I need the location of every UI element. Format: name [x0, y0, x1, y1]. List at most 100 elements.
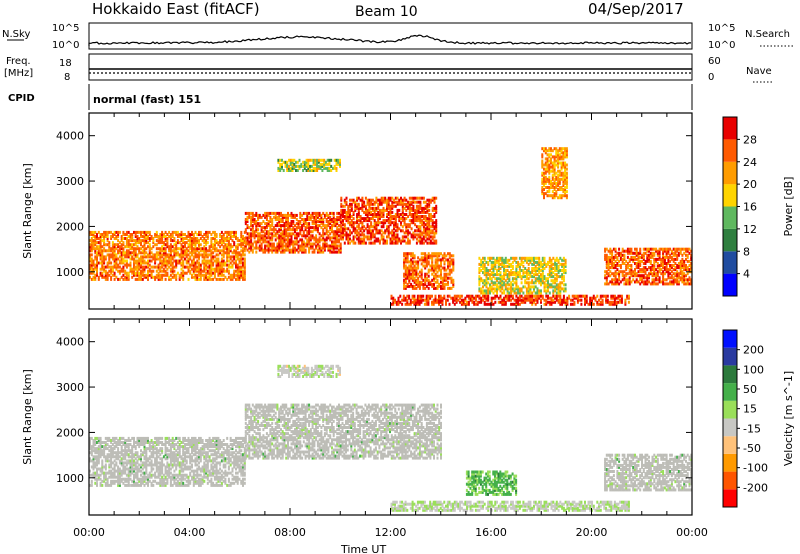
- heatmap-cell: [240, 243, 243, 247]
- heatmap-cell: [276, 211, 279, 215]
- heatmap-cell: [438, 264, 441, 268]
- heatmap-cell: [497, 285, 500, 289]
- heatmap-cell: [349, 229, 351, 233]
- heatmap-cell: [331, 211, 333, 215]
- heatmap-cell: [628, 257, 631, 261]
- heatmap-cell: [506, 275, 509, 279]
- heatmap-cell: [550, 298, 553, 302]
- heatmap-cell: [143, 247, 146, 251]
- heatmap-cell: [424, 233, 427, 237]
- heatmap-cell: [578, 294, 581, 298]
- heatmap-cell: [608, 300, 611, 304]
- heatmap-cell: [676, 257, 679, 261]
- heatmap-cell: [625, 249, 628, 253]
- heatmap-cell: [182, 247, 185, 251]
- heatmap-cell: [336, 228, 339, 232]
- heatmap-cell: [368, 217, 371, 221]
- heatmap-cell: [175, 265, 178, 269]
- heatmap-cell: [630, 280, 633, 284]
- heatmap-cell: [283, 230, 286, 234]
- heatmap-cell: [612, 302, 615, 306]
- heatmap-cell: [255, 242, 258, 246]
- heatmap-cell: [164, 259, 167, 263]
- heatmap-cell: [548, 271, 551, 275]
- heatmap-cell: [562, 289, 565, 293]
- heatmap-cell: [168, 247, 171, 251]
- heatmap-cell: [297, 226, 300, 230]
- heatmap-cell: [527, 262, 530, 266]
- heatmap-cell: [410, 262, 413, 266]
- heatmap-cell: [285, 232, 288, 236]
- heatmap-cell: [662, 272, 665, 276]
- heatmap-cell: [267, 244, 270, 248]
- heatmap-cell: [99, 239, 102, 243]
- heatmap-cell: [96, 255, 98, 259]
- heatmap-cell: [220, 230, 223, 234]
- heatmap-cell: [387, 235, 390, 239]
- heatmap-cell: [575, 294, 578, 298]
- heatmap-cell: [436, 254, 439, 258]
- heatmap-cell: [184, 271, 186, 275]
- heatmap-cell: [97, 230, 100, 234]
- heatmap-cell: [433, 235, 436, 239]
- heatmap-cell: [363, 204, 366, 208]
- heatmap-cell: [298, 158, 301, 162]
- heatmap-cell: [440, 276, 442, 280]
- heatmap-cell: [295, 164, 297, 168]
- heatmap-cell: [515, 281, 518, 285]
- heatmap-cell: [141, 269, 144, 273]
- heatmap-cell: [233, 275, 236, 279]
- heatmap-cell: [289, 169, 292, 172]
- heatmap-cell: [182, 259, 185, 263]
- heatmap-cell: [283, 213, 286, 217]
- heatmap-cell: [196, 267, 199, 271]
- heatmap-cell: [667, 272, 670, 276]
- heatmap-cell: [616, 272, 619, 276]
- heatmap-cell: [628, 259, 631, 263]
- heatmap-cell: [178, 233, 181, 236]
- heatmap-cell: [133, 249, 135, 253]
- heatmap-cell: [198, 277, 200, 281]
- heatmap-cell: [199, 275, 202, 279]
- heatmap-cell: [271, 242, 274, 246]
- heatmap-cell: [555, 269, 558, 272]
- heatmap-cell: [92, 269, 95, 273]
- heatmap-cell: [120, 275, 123, 279]
- heatmap-cell: [264, 215, 267, 219]
- heatmap-cell: [400, 213, 402, 216]
- heatmap-cell: [191, 253, 193, 257]
- heatmap-cell: [619, 251, 622, 255]
- heatmap-cell: [242, 249, 244, 253]
- heatmap-cell: [431, 208, 434, 212]
- heatmap-cell: [408, 278, 411, 282]
- heatmap-cell: [435, 204, 438, 208]
- heatmap-cell: [248, 226, 251, 230]
- heatmap-cell: [104, 243, 107, 247]
- heatmap-cell: [683, 280, 686, 284]
- heatmap-cell: [485, 302, 488, 306]
- heatmap-cell: [331, 230, 333, 234]
- heatmap-cell: [628, 264, 631, 267]
- heatmap-cell: [323, 215, 326, 219]
- heatmap-cell: [318, 236, 321, 240]
- heatmap-cell: [630, 274, 633, 278]
- heatmap-cell: [357, 196, 360, 200]
- heatmap-cell: [329, 215, 332, 219]
- heatmap-cell: [215, 263, 218, 267]
- heatmap-cell: [480, 298, 483, 302]
- heatmap-cell: [632, 255, 635, 259]
- heatmap-cell: [334, 224, 337, 228]
- heatmap-cell: [342, 237, 344, 241]
- heatmap-cell: [626, 247, 629, 251]
- heatmap-cell: [619, 266, 622, 270]
- heatmap-cell: [635, 257, 638, 261]
- heatmap-cell: [315, 224, 318, 228]
- heatmap-cell: [441, 298, 444, 302]
- heatmap-cell: [173, 273, 176, 277]
- heatmap-cell: [117, 235, 120, 238]
- heatmap-cell: [504, 269, 507, 272]
- heatmap-cell: [404, 266, 407, 270]
- heatmap-cell: [366, 219, 369, 223]
- heatmap-cell: [244, 220, 247, 223]
- heatmap-cell: [562, 296, 565, 300]
